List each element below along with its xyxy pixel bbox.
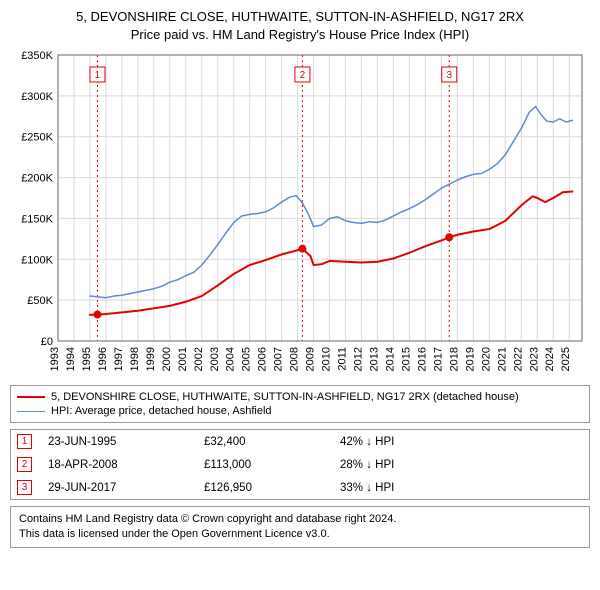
legend-label: 5, DEVONSHIRE CLOSE, HUTHWAITE, SUTTON-I… — [51, 391, 519, 403]
legend-swatch — [17, 396, 45, 398]
x-tick-label: 2021 — [496, 347, 508, 371]
sale-badge: 2 — [17, 457, 32, 472]
x-tick-label: 2005 — [241, 347, 253, 371]
x-tick-label: 2012 — [353, 347, 365, 371]
x-tick-label: 2009 — [305, 347, 317, 371]
x-tick-label: 2000 — [161, 347, 173, 371]
y-tick-label: £50K — [27, 295, 53, 307]
y-tick-label: £100K — [21, 254, 53, 266]
y-tick-label: £0 — [41, 336, 53, 348]
x-tick-label: 2013 — [369, 347, 381, 371]
x-tick-label: 1994 — [65, 347, 77, 371]
y-tick-label: £250K — [21, 132, 53, 144]
sale-badge: 1 — [17, 434, 32, 449]
x-tick-label: 2016 — [416, 347, 428, 371]
sale-marker-3: 3 — [446, 70, 452, 81]
y-tick-label: £350K — [21, 50, 53, 62]
legend-label: HPI: Average price, detached house, Ashf… — [51, 405, 272, 417]
sales-table: 1 23-JUN-1995£32,40042% ↓ HPI 2 18-APR-2008… — [10, 429, 590, 500]
x-tick-label: 2004 — [225, 347, 237, 371]
sale-marker-2: 2 — [300, 70, 306, 81]
x-tick-label: 2010 — [321, 347, 333, 371]
footer-attribution: Contains HM Land Registry data © Crown c… — [10, 506, 590, 548]
sale-price: £113,000 — [196, 454, 332, 476]
sales-row: 2 18-APR-2008£113,00028% ↓ HPI — [11, 453, 589, 476]
footer-line-2: This data is licensed under the Open Gov… — [19, 527, 581, 542]
sale-date: 29-JUN-2017 — [40, 477, 196, 499]
sale-price: £126,950 — [196, 477, 332, 499]
x-tick-label: 2017 — [432, 347, 444, 371]
sales-row: 3 29-JUN-2017£126,95033% ↓ HPI — [11, 476, 589, 499]
legend-row: 5, DEVONSHIRE CLOSE, HUTHWAITE, SUTTON-I… — [17, 390, 583, 404]
x-tick-label: 1995 — [81, 347, 93, 371]
x-tick-label: 1996 — [97, 347, 109, 371]
x-tick-label: 2006 — [257, 347, 269, 371]
sale-marker-1: 1 — [95, 70, 101, 81]
sale-pct-vs-hpi: 33% ↓ HPI — [332, 477, 498, 499]
sale-pct-vs-hpi: 28% ↓ HPI — [332, 454, 498, 476]
title-line-1: 5, DEVONSHIRE CLOSE, HUTHWAITE, SUTTON-I… — [10, 8, 590, 26]
sale-pct-vs-hpi: 42% ↓ HPI — [332, 431, 498, 453]
chart-title-block: 5, DEVONSHIRE CLOSE, HUTHWAITE, SUTTON-I… — [10, 8, 590, 43]
x-tick-label: 2007 — [273, 347, 285, 371]
x-tick-label: 2011 — [337, 347, 349, 371]
legend-swatch — [17, 411, 45, 412]
sale-date: 18-APR-2008 — [40, 454, 196, 476]
x-tick-label: 1993 — [49, 347, 61, 371]
x-tick-label: 2024 — [544, 347, 556, 371]
chart-svg: £0 £50K £100K £150K £200K £250K £300K £350K 1993… — [10, 49, 590, 379]
x-tick-label: 2001 — [177, 347, 189, 371]
sale-badge: 3 — [17, 480, 32, 495]
x-tick-label: 1998 — [129, 347, 141, 371]
x-tick-label: 1999 — [145, 347, 157, 371]
sale-price: £32,400 — [196, 431, 332, 453]
y-tick-label: £200K — [21, 173, 53, 185]
sales-row: 1 23-JUN-1995£32,40042% ↓ HPI — [11, 430, 589, 453]
x-tick-label: 2003 — [209, 347, 221, 371]
y-tick-label: £150K — [21, 214, 53, 226]
x-tick-label: 2014 — [384, 347, 396, 371]
x-tick-label: 2018 — [448, 347, 460, 371]
y-tick-label: £300K — [21, 91, 53, 103]
x-tick-label: 2022 — [512, 347, 524, 371]
legend: 5, DEVONSHIRE CLOSE, HUTHWAITE, SUTTON-I… — [10, 385, 590, 423]
x-tick-label: 2020 — [480, 347, 492, 371]
x-tick-label: 2019 — [464, 347, 476, 371]
sale-date: 23-JUN-1995 — [40, 431, 196, 453]
x-tick-label: 2002 — [193, 347, 205, 371]
footer-line-1: Contains HM Land Registry data © Crown c… — [19, 512, 581, 527]
x-tick-label: 1997 — [113, 347, 125, 371]
chart-area: £0 £50K £100K £150K £200K £250K £300K £350K 1993… — [10, 49, 590, 379]
legend-row: HPI: Average price, detached house, Ashf… — [17, 404, 583, 418]
x-tick-label: 2015 — [400, 347, 412, 371]
x-tick-label: 2023 — [528, 347, 540, 371]
title-line-2: Price paid vs. HM Land Registry's House … — [10, 26, 590, 44]
x-tick-label: 2025 — [560, 347, 572, 371]
x-tick-label: 2008 — [289, 347, 301, 371]
